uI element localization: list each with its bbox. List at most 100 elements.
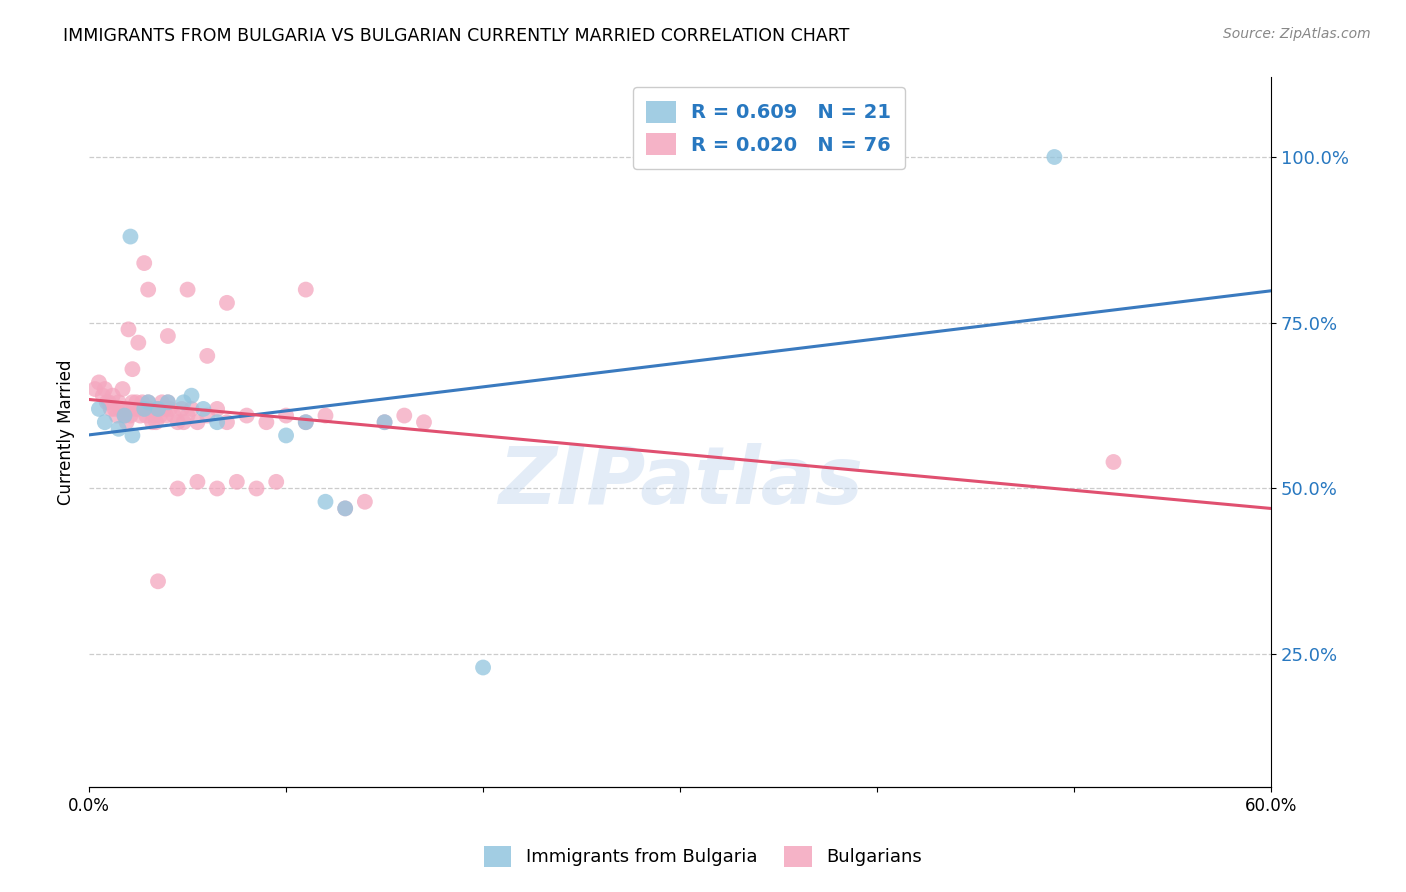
Point — [150, 395, 173, 409]
Y-axis label: Currently Married: Currently Married — [58, 359, 75, 505]
Point — [163, 409, 186, 423]
Point — [127, 401, 149, 416]
Point — [413, 415, 436, 429]
Point — [195, 409, 218, 423]
Point — [294, 415, 316, 429]
Point — [472, 660, 495, 674]
Point — [100, 401, 122, 416]
Point — [314, 409, 336, 423]
Point — [127, 335, 149, 350]
Point — [114, 409, 136, 423]
Point — [94, 382, 117, 396]
Point — [294, 283, 316, 297]
Point — [139, 401, 162, 416]
Point — [156, 395, 179, 409]
Point — [134, 401, 156, 416]
Point — [335, 501, 357, 516]
Point — [111, 382, 134, 396]
Point — [173, 415, 195, 429]
Point — [195, 349, 218, 363]
Point — [141, 415, 163, 429]
Point — [105, 409, 128, 423]
Point — [136, 395, 159, 409]
Legend: Immigrants from Bulgaria, Bulgarians: Immigrants from Bulgaria, Bulgarians — [477, 838, 929, 874]
Point — [145, 415, 167, 429]
Point — [180, 389, 202, 403]
Point — [156, 395, 179, 409]
Point — [294, 415, 316, 429]
Point — [143, 409, 166, 423]
Point — [115, 415, 138, 429]
Point — [314, 495, 336, 509]
Point — [136, 395, 159, 409]
Point — [84, 382, 107, 396]
Point — [87, 401, 110, 416]
Point — [125, 395, 148, 409]
Point — [254, 415, 277, 429]
Point — [146, 574, 169, 589]
Point — [107, 422, 129, 436]
Point — [394, 409, 416, 423]
Text: ZIPatlas: ZIPatlas — [498, 442, 863, 521]
Legend: R = 0.609   N = 21, R = 0.020   N = 76: R = 0.609 N = 21, R = 0.020 N = 76 — [633, 87, 904, 169]
Point — [374, 415, 396, 429]
Point — [104, 401, 127, 416]
Point — [94, 415, 117, 429]
Point — [121, 428, 143, 442]
Point — [215, 296, 238, 310]
Point — [131, 395, 153, 409]
Point — [176, 283, 198, 297]
Point — [136, 283, 159, 297]
Point — [96, 395, 118, 409]
Point — [274, 409, 297, 423]
Point — [173, 395, 195, 409]
Point — [176, 409, 198, 423]
Point — [87, 376, 110, 390]
Point — [170, 401, 193, 416]
Point — [101, 389, 124, 403]
Point — [156, 329, 179, 343]
Point — [91, 389, 114, 403]
Point — [117, 401, 139, 416]
Point — [335, 501, 357, 516]
Point — [245, 482, 267, 496]
Point — [180, 401, 202, 416]
Point — [205, 401, 228, 416]
Point — [134, 401, 156, 416]
Point — [114, 409, 136, 423]
Point — [166, 415, 188, 429]
Point — [121, 362, 143, 376]
Point — [120, 229, 142, 244]
Point — [186, 475, 208, 489]
Point — [107, 395, 129, 409]
Point — [374, 415, 396, 429]
Point — [1102, 455, 1125, 469]
Point — [110, 401, 132, 416]
Point — [155, 409, 177, 423]
Point — [120, 409, 142, 423]
Point — [134, 256, 156, 270]
Point — [264, 475, 287, 489]
Point — [159, 401, 181, 416]
Point — [166, 482, 188, 496]
Point — [1043, 150, 1066, 164]
Text: IMMIGRANTS FROM BULGARIA VS BULGARIAN CURRENTLY MARRIED CORRELATION CHART: IMMIGRANTS FROM BULGARIA VS BULGARIAN CU… — [63, 27, 849, 45]
Point — [205, 415, 228, 429]
Point — [215, 415, 238, 429]
Point — [146, 401, 169, 416]
Point — [129, 409, 152, 423]
Point — [193, 401, 215, 416]
Point — [135, 409, 157, 423]
Point — [146, 401, 169, 416]
Point — [124, 401, 146, 416]
Point — [205, 482, 228, 496]
Point — [97, 395, 120, 409]
Point — [235, 409, 257, 423]
Point — [153, 401, 176, 416]
Text: Source: ZipAtlas.com: Source: ZipAtlas.com — [1223, 27, 1371, 41]
Point — [117, 322, 139, 336]
Point — [354, 495, 377, 509]
Point — [274, 428, 297, 442]
Point — [121, 395, 143, 409]
Point — [186, 415, 208, 429]
